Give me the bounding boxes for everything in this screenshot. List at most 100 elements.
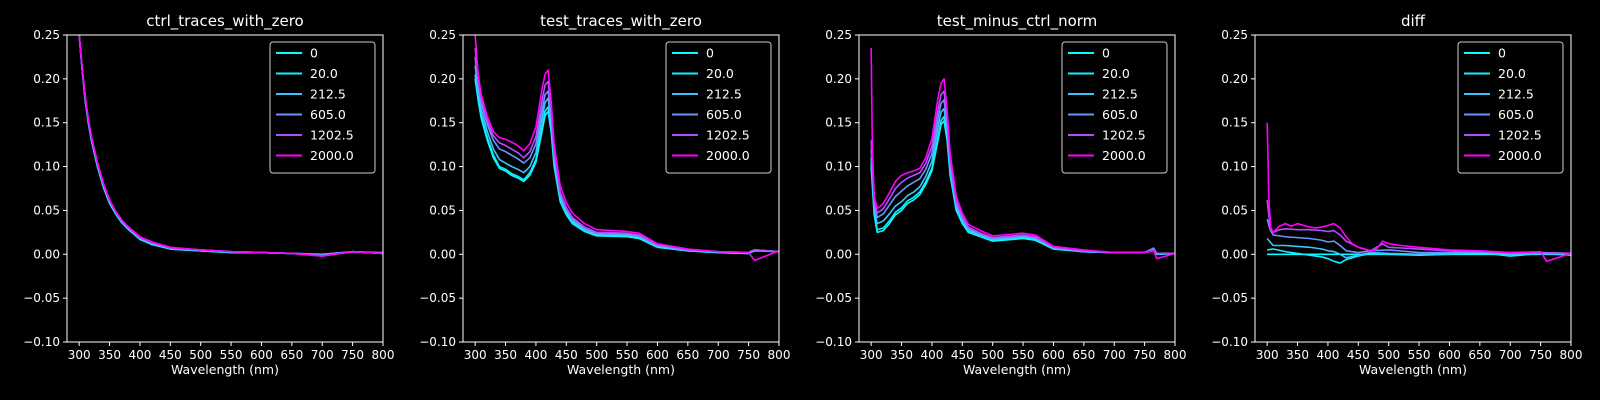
y-tick-label: 0.05 — [1221, 203, 1248, 217]
legend-box — [1061, 41, 1168, 174]
series-group — [870, 48, 1175, 260]
legend-label: 2000.0 — [1102, 148, 1146, 163]
legend-label: 605.0 — [1102, 107, 1138, 122]
series-group — [78, 35, 383, 257]
legend: 0 20.0 212.5 605.0 1202.5 2000.0 — [665, 41, 772, 174]
x-tick-label: 600 — [646, 348, 669, 362]
y-tick-label: 0.15 — [1221, 116, 1248, 130]
series-line-5 — [1266, 199, 1571, 255]
x-tick-label: 300 — [1256, 348, 1279, 362]
legend-label: 1202.5 — [1102, 128, 1146, 143]
legend-label: 2000.0 — [1498, 148, 1542, 163]
series-group — [474, 35, 779, 262]
y-tick-label: 0.20 — [825, 72, 852, 86]
y-tick-label: −0.10 — [1211, 335, 1248, 349]
x-tick-label: 750 — [1529, 348, 1552, 362]
legend-label: 20.0 — [310, 66, 338, 81]
x-tick-label: 700 — [1103, 348, 1126, 362]
x-tick-label: 600 — [1042, 348, 1065, 362]
y-tick-label: 0.20 — [33, 72, 60, 86]
x-tick-label: 400 — [1316, 348, 1339, 362]
x-tick-label: 350 — [98, 348, 121, 362]
x-tick-label: 800 — [1164, 348, 1187, 362]
series-line-2 — [1267, 248, 1571, 264]
series-group — [1266, 122, 1571, 264]
axes-frame — [66, 34, 384, 343]
x-tick-label: 550 — [1408, 348, 1431, 362]
y-tick-label: 0.10 — [825, 160, 852, 174]
y-tick-label: 0.10 — [1221, 160, 1248, 174]
x-tick-label: 350 — [1286, 348, 1309, 362]
y-tick-label: 0.15 — [429, 116, 456, 130]
chart-panel-4: 300 350 400 450 500 550 600 650 700 750 800 −0.10 −0… — [1211, 12, 1582, 377]
y-tick-label: 0.15 — [825, 116, 852, 130]
legend-label: 0 — [1498, 46, 1506, 61]
x-tick-label: 300 — [860, 348, 883, 362]
x-axis-label: Wavelength (nm) — [1359, 362, 1467, 377]
x-tick-label: 650 — [280, 348, 303, 362]
y-tick-label: 0.05 — [429, 203, 456, 217]
y-tick-label: 0.25 — [1221, 28, 1248, 42]
legend-label: 605.0 — [706, 107, 742, 122]
x-tick-label: 550 — [220, 348, 243, 362]
x-tick-label: 800 — [1560, 348, 1583, 362]
y-tick-label: 0.05 — [33, 203, 60, 217]
y-tick-label: −0.05 — [1211, 291, 1248, 305]
series-line-5 — [474, 48, 779, 254]
legend-label: 20.0 — [1102, 66, 1130, 81]
x-tick-label: 700 — [707, 348, 730, 362]
y-tick-label: 0.25 — [33, 28, 60, 42]
chart-panel-3: 300 350 400 450 500 550 600 650 700 750 800 −0.10 −0… — [815, 12, 1186, 377]
x-tick-label: 800 — [768, 348, 791, 362]
x-tick-label: 800 — [372, 348, 395, 362]
legend-box — [269, 41, 376, 174]
x-axis-label: Wavelength (nm) — [963, 362, 1071, 377]
y-tick-label: −0.05 — [815, 291, 852, 305]
legend-label: 2000.0 — [310, 148, 354, 163]
x-tick-label: 500 — [981, 348, 1004, 362]
chart-title: test_traces_with_zero — [540, 12, 702, 31]
x-tick-label: 450 — [1347, 348, 1370, 362]
axes-frame — [462, 34, 780, 343]
legend-label: 212.5 — [1498, 87, 1534, 102]
y-tick-label: 0.10 — [429, 160, 456, 174]
legend-label: 2000.0 — [706, 148, 750, 163]
y-tick-label: −0.10 — [23, 335, 60, 349]
y-tick-label: −0.05 — [23, 291, 60, 305]
axes-frame — [1254, 34, 1572, 343]
x-tick-label: 400 — [524, 348, 547, 362]
x-tick-label: 700 — [1499, 348, 1522, 362]
x-tick-label: 450 — [951, 348, 974, 362]
y-tick-label: 0.00 — [429, 247, 456, 261]
x-tick-label: 450 — [159, 348, 182, 362]
y-tick-label: 0.20 — [1221, 72, 1248, 86]
x-tick-label: 650 — [1072, 348, 1095, 362]
x-tick-label: 350 — [890, 348, 913, 362]
y-tick-label: 0.00 — [1221, 247, 1248, 261]
x-tick-label: 550 — [1012, 348, 1035, 362]
legend-box — [665, 41, 772, 174]
y-tick-label: 0.00 — [33, 247, 60, 261]
legend: 0 20.0 212.5 605.0 1202.5 2000.0 — [1061, 41, 1168, 174]
series-line-6 — [78, 35, 383, 257]
chart-title: ctrl_traces_with_zero — [146, 12, 303, 31]
x-axis-label: Wavelength (nm) — [171, 362, 279, 377]
legend-label: 0 — [706, 46, 714, 61]
x-tick-label: 450 — [555, 348, 578, 362]
y-tick-label: −0.10 — [419, 335, 456, 349]
legend-label: 20.0 — [706, 66, 734, 81]
axes-frame — [858, 34, 1176, 343]
legend-label: 605.0 — [1498, 107, 1534, 122]
legend-label: 1202.5 — [310, 128, 354, 143]
x-tick-label: 750 — [341, 348, 364, 362]
legend-label: 1202.5 — [1498, 128, 1542, 143]
x-tick-label: 750 — [737, 348, 760, 362]
legend-label: 212.5 — [310, 87, 346, 102]
x-tick-label: 650 — [676, 348, 699, 362]
x-tick-label: 500 — [189, 348, 212, 362]
x-tick-label: 350 — [494, 348, 517, 362]
legend-label: 212.5 — [1102, 87, 1138, 102]
x-tick-label: 400 — [920, 348, 943, 362]
x-tick-label: 300 — [68, 348, 91, 362]
